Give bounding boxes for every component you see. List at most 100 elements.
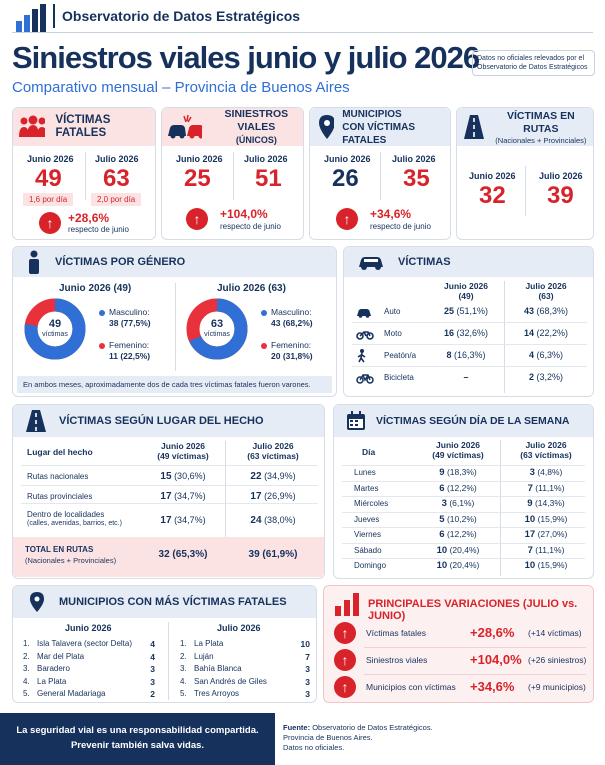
- day-jul-cell: 3 (4,8%): [506, 467, 586, 478]
- car-crash-icon: [168, 114, 202, 139]
- kpi-title-sub: CON VÍCTIMAS FATALES: [342, 121, 415, 146]
- row-divider: [342, 511, 585, 513]
- rate-label: 2,0 por día: [91, 193, 142, 206]
- row-divider: [342, 465, 585, 466]
- place-name: Rutas nacionales: [27, 472, 89, 481]
- vehicle-jul-cell: 2 (3,2%): [516, 372, 576, 382]
- variaciones-panel: PRINCIPALES VARIACIONES (JULIO vs. JUNIO…: [323, 585, 594, 703]
- muni-rank: 2.: [180, 651, 187, 661]
- kpi-siniestros: SINIESTROS VIALES (ÚNICOS) Junio 2026 25 …: [161, 107, 304, 240]
- muni-value: 4: [150, 651, 155, 662]
- motorcycle-icon: [356, 327, 374, 345]
- kpi-change-note: respecto de junio: [68, 225, 129, 234]
- page-title: Siniestros viales junio y julio 2026: [12, 40, 480, 75]
- place-jun-value: 15: [160, 471, 172, 482]
- bar-chart-logo-icon: [16, 4, 46, 32]
- footer-line1: La seguridad vial es una responsabilidad…: [16, 725, 259, 736]
- donut-chart-jun: [24, 298, 86, 360]
- panel-title: VÍCTIMAS SEGÚN DÍA DE LA SEMANA: [376, 414, 570, 427]
- place-jul-pct: (34,9%): [264, 471, 296, 481]
- col-header: Lugar del hecho: [27, 447, 93, 457]
- col-header: Junio 2026: [436, 440, 480, 450]
- vehicle-jun-value: 8: [446, 350, 452, 360]
- vehicle-name: Moto: [384, 329, 402, 338]
- kpi-header: VÍCTIMAS FATALES: [13, 108, 155, 146]
- col-header-sub: (63 víctimas): [247, 451, 299, 461]
- panel-title: VÍCTIMAS SEGÚN LUGAR DEL HECHO: [59, 414, 264, 427]
- panel-header: VÍCTIMAS: [344, 247, 593, 277]
- vehicle-name: Auto: [384, 307, 401, 316]
- legend-female-value: 11 (22,5%): [109, 351, 151, 361]
- vehicle-name: Bicicleta: [384, 373, 414, 382]
- donut-male-slice: [186, 298, 248, 360]
- car-icon: [356, 305, 372, 323]
- day-jun-pct: (10,2%): [446, 513, 477, 524]
- day-name: Domingo: [354, 561, 387, 570]
- place-jun-pct: (30,6%): [174, 471, 206, 481]
- row-divider: [342, 496, 585, 497]
- legend-female-dot: [99, 343, 105, 349]
- muni-value: 3: [305, 664, 310, 674]
- kpi-value-jun: 26: [332, 165, 359, 192]
- vehicle-jun-pct: (32,6%): [456, 328, 489, 338]
- source-text: Observatorio de Datos Estratégicos.: [312, 723, 433, 732]
- day-jul-cell: 10 (15,9%): [506, 560, 586, 571]
- header-divider: [53, 4, 55, 28]
- row-divider: [364, 647, 586, 648]
- day-jul-pct: (11,1%): [535, 482, 565, 493]
- col-header-sub: (49 víctimas): [157, 451, 209, 461]
- row-divider: [342, 558, 585, 559]
- day-jul-cell: 17 (27,0%): [506, 529, 586, 540]
- vehicle-jun-pct: (16,3%): [454, 350, 486, 360]
- kpi-header: VÍCTIMAS EN RUTAS (Nacionales + Provincia…: [457, 108, 593, 146]
- kpi-change: +28,6%: [68, 211, 110, 225]
- total-row: TOTAL EN RUTAS (Nacionales + Provinciale…: [13, 537, 324, 577]
- kpi-value-jul: 39: [547, 182, 574, 209]
- day-name: Viernes: [354, 530, 381, 539]
- place-jun-value: 17: [160, 491, 172, 502]
- day-jun-cell: 6 (12,2%): [418, 529, 498, 540]
- muni-name: San Andrés de Giles: [194, 676, 267, 686]
- row-divider: [352, 322, 587, 323]
- muni-name: La Plata: [194, 639, 224, 648]
- genero-jul-title: Julio 2026 (63): [217, 283, 286, 294]
- day-jul-pct: (15,9%): [537, 560, 568, 570]
- vehicle-jun-value: 16: [443, 328, 454, 338]
- legend-male-label: Masculino:: [109, 307, 150, 317]
- total-jul: 39 (61,9%): [248, 549, 298, 560]
- vehicle-jul-cell: 43 (68,3%): [516, 306, 576, 316]
- vehicle-jun-cell: 16 (32,6%): [436, 328, 496, 338]
- source-text-2: Provincia de Buenos Aires.: [283, 733, 373, 742]
- municipios-panel: MUNICIPIOS CON MÁS VÍCTIMAS FATALES Juni…: [12, 585, 317, 703]
- footer-source: Fuente: Observatorio de Datos Estratégic…: [283, 723, 433, 753]
- day-jun-pct: (6,1%): [449, 498, 475, 508]
- place-jul-cell: 24 (38,0%): [233, 515, 313, 526]
- muni-name: Mar del Plata: [37, 651, 85, 661]
- arrow-up-icon: ↑: [39, 212, 61, 234]
- variation-name: Municipios con víctimas: [366, 682, 456, 692]
- vehicle-jul-value: 2: [528, 372, 534, 382]
- day-jul-pct: (15,9%): [537, 513, 568, 524]
- day-jun-cell: 6 (12,2%): [418, 483, 498, 494]
- panel-header: MUNICIPIOS CON MÁS VÍCTIMAS FATALES: [13, 586, 316, 618]
- muni-value: 7: [305, 651, 310, 662]
- genero-jun-title: Junio 2026 (49): [59, 283, 132, 294]
- day-jul-value: 10: [524, 560, 536, 571]
- variation-delta: (+26 siniestros): [528, 655, 587, 665]
- muni-rank: 5.: [23, 689, 30, 698]
- muni-rank: 1.: [23, 639, 30, 648]
- vehicle-jun-cell: 25 (51,1%): [436, 306, 496, 316]
- muni-rank: 3.: [180, 664, 187, 673]
- total-label-sub: (Nacionales + Provinciales): [25, 556, 117, 565]
- row-divider: [342, 480, 585, 482]
- vehicle-jul-pct: (3,2%): [536, 372, 564, 382]
- place-jun-cell: 17 (34,7%): [143, 491, 223, 502]
- col-header: Julio 2026: [252, 441, 294, 451]
- month-label: Julio 2026: [392, 154, 436, 164]
- day-jul-cell: 7 (11,1%): [506, 545, 586, 556]
- org-logo: [14, 3, 48, 33]
- genero-panel: VÍCTIMAS POR GÉNERO Junio 2026 (49) 49 v…: [12, 246, 337, 397]
- legend-female-value: 20 (31,8%): [271, 351, 313, 361]
- month-label: Julio 2026: [95, 154, 139, 164]
- kpi-value-jul: 51: [255, 165, 282, 192]
